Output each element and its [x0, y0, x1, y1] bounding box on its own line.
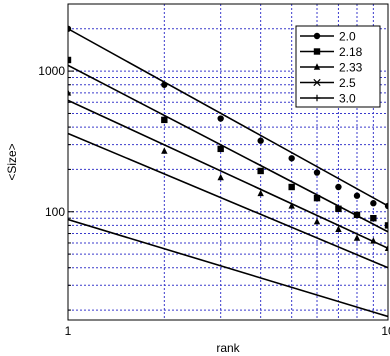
legend-label-5: 3.0: [339, 92, 356, 106]
data-point-series-1: [161, 81, 168, 88]
fit-line-series-4: [68, 132, 388, 269]
data-point-series-3: [353, 234, 361, 241]
data-point-series-3: [161, 147, 168, 154]
data-point-series-2: [161, 116, 168, 124]
data-point-series-2: [217, 145, 224, 153]
tick-labels: 1 10 100 1000: [38, 28, 390, 338]
legend: 2.02.18 2.332.5 3.0: [295, 25, 381, 108]
data-point-series-1: [257, 137, 264, 144]
grid: [68, 4, 388, 320]
fit-line-series-2: [68, 64, 388, 233]
data-markers: [68, 25, 388, 251]
y-tick-label: 100: [45, 205, 65, 219]
legend-marker-5: [313, 94, 321, 102]
legend-label-1: 2.0: [339, 30, 356, 44]
data-point-series-3: [370, 237, 377, 244]
legend-marker-2: [313, 48, 321, 55]
data-point-series-2: [353, 211, 361, 219]
data-point-series-1: [370, 200, 377, 207]
x-axis-label: rank: [216, 341, 240, 355]
data-point-series-3: [313, 217, 321, 225]
data-point-series-2: [335, 205, 342, 212]
data-point-series-2: [68, 56, 72, 64]
legend-label-3: 2.33: [339, 61, 363, 75]
data-point-series-1: [335, 183, 342, 191]
data-point-series-3: [335, 225, 342, 233]
data-point-series-3: [384, 244, 388, 251]
data-point-series-1: [384, 202, 388, 210]
y-axis-label: <Size>: [5, 143, 19, 180]
data-point-series-3: [217, 173, 224, 181]
x-tick-label: 1: [65, 324, 72, 338]
legend-marker-1: [313, 32, 321, 40]
data-point-series-2: [313, 194, 321, 202]
data-point-series-1: [288, 155, 295, 162]
data-point-series-1: [313, 169, 321, 176]
data-point-series-2: [384, 222, 388, 229]
data-point-series-2: [288, 183, 295, 191]
data-point-series-1: [353, 192, 361, 199]
data-point-series-1: [217, 115, 224, 122]
data-point-series-2: [370, 214, 377, 222]
fit-line-series-1: [68, 28, 388, 207]
legend-label-2: 2.18: [339, 45, 363, 59]
x-tick-label: 10: [381, 324, 390, 338]
legend-marker-3: [313, 63, 321, 70]
legend-marker-4: [313, 78, 321, 87]
data-point-series-3: [288, 202, 295, 209]
fit-line-series-5: [68, 218, 388, 318]
data-point-series-3: [257, 189, 264, 197]
fit-lines: [68, 28, 388, 318]
fit-line-series-3: [68, 99, 388, 250]
data-point-series-2: [257, 167, 264, 175]
legend-label-4: 2.5: [339, 76, 356, 90]
y-tick-label: 1000: [38, 64, 65, 78]
plot-frame: [67, 3, 389, 321]
